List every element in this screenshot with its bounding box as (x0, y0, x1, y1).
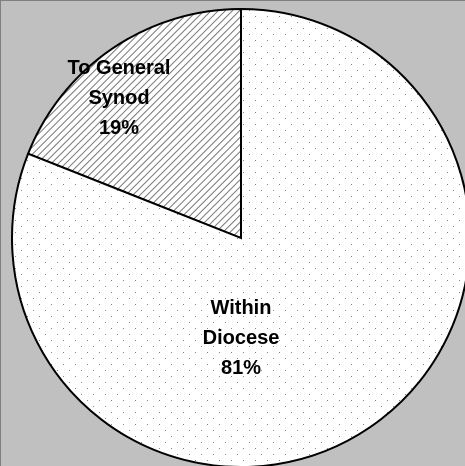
pie-slice (26, 7, 242, 240)
slice-label: Within Diocese (202, 297, 280, 349)
slice-value-label: 81% (220, 357, 262, 379)
slice-value-label: 19% (98, 117, 140, 139)
pie-slice (11, 7, 465, 466)
slice-label: To General Synod (67, 57, 171, 109)
